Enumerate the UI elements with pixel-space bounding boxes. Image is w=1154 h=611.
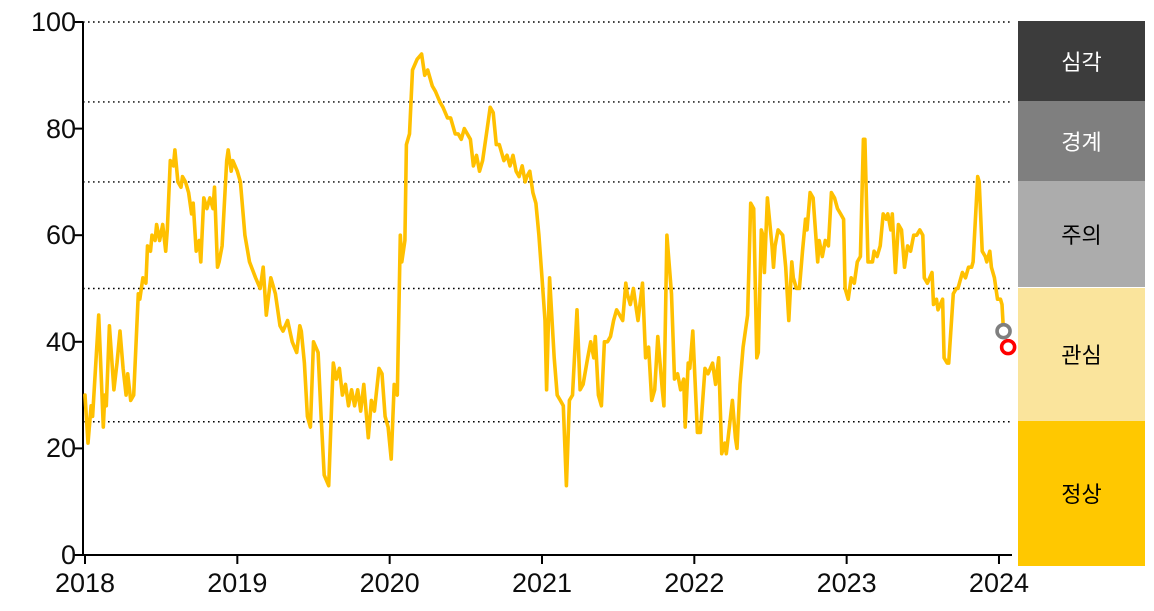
risk-band-label-alert: 경계 <box>1061 129 1102 155</box>
y-axis-label-80: 80 <box>45 113 76 144</box>
risk-band-label-severe: 심각 <box>1061 49 1102 75</box>
risk-band-label-attention: 관심 <box>1061 343 1102 369</box>
risk-band-alert: 경계 <box>1018 100 1145 181</box>
index-line <box>83 52 1006 488</box>
risk-band-label-normal: 정상 <box>1061 482 1102 508</box>
y-axis-label-0: 0 <box>60 540 76 570</box>
x-axis-label-2018: 2018 <box>54 568 116 598</box>
risk-band-severe: 심각 <box>1018 21 1145 101</box>
risk-band-caution: 주의 <box>1018 180 1145 288</box>
x-axis-label-2019: 2019 <box>207 568 268 598</box>
x-axis-label-2022: 2022 <box>664 568 725 598</box>
y-axis-label-40: 40 <box>45 326 76 357</box>
endpoint-marker-gray <box>995 322 1012 340</box>
risk-band-normal: 정상 <box>1018 420 1145 566</box>
x-axis-label-2023: 2023 <box>816 568 877 598</box>
y-axis-label-20: 20 <box>45 433 76 464</box>
risk-band-attention: 관심 <box>1018 287 1145 421</box>
x-axis-label-2024: 2024 <box>968 568 1029 598</box>
endpoint-marker-red <box>999 338 1017 356</box>
y-axis-label-100: 100 <box>30 7 76 37</box>
x-axis-label-2020: 2020 <box>359 568 420 598</box>
risk-band-label-caution: 주의 <box>1061 223 1102 249</box>
y-axis-label-60: 60 <box>45 220 76 251</box>
x-axis-label-2021: 2021 <box>511 568 573 598</box>
